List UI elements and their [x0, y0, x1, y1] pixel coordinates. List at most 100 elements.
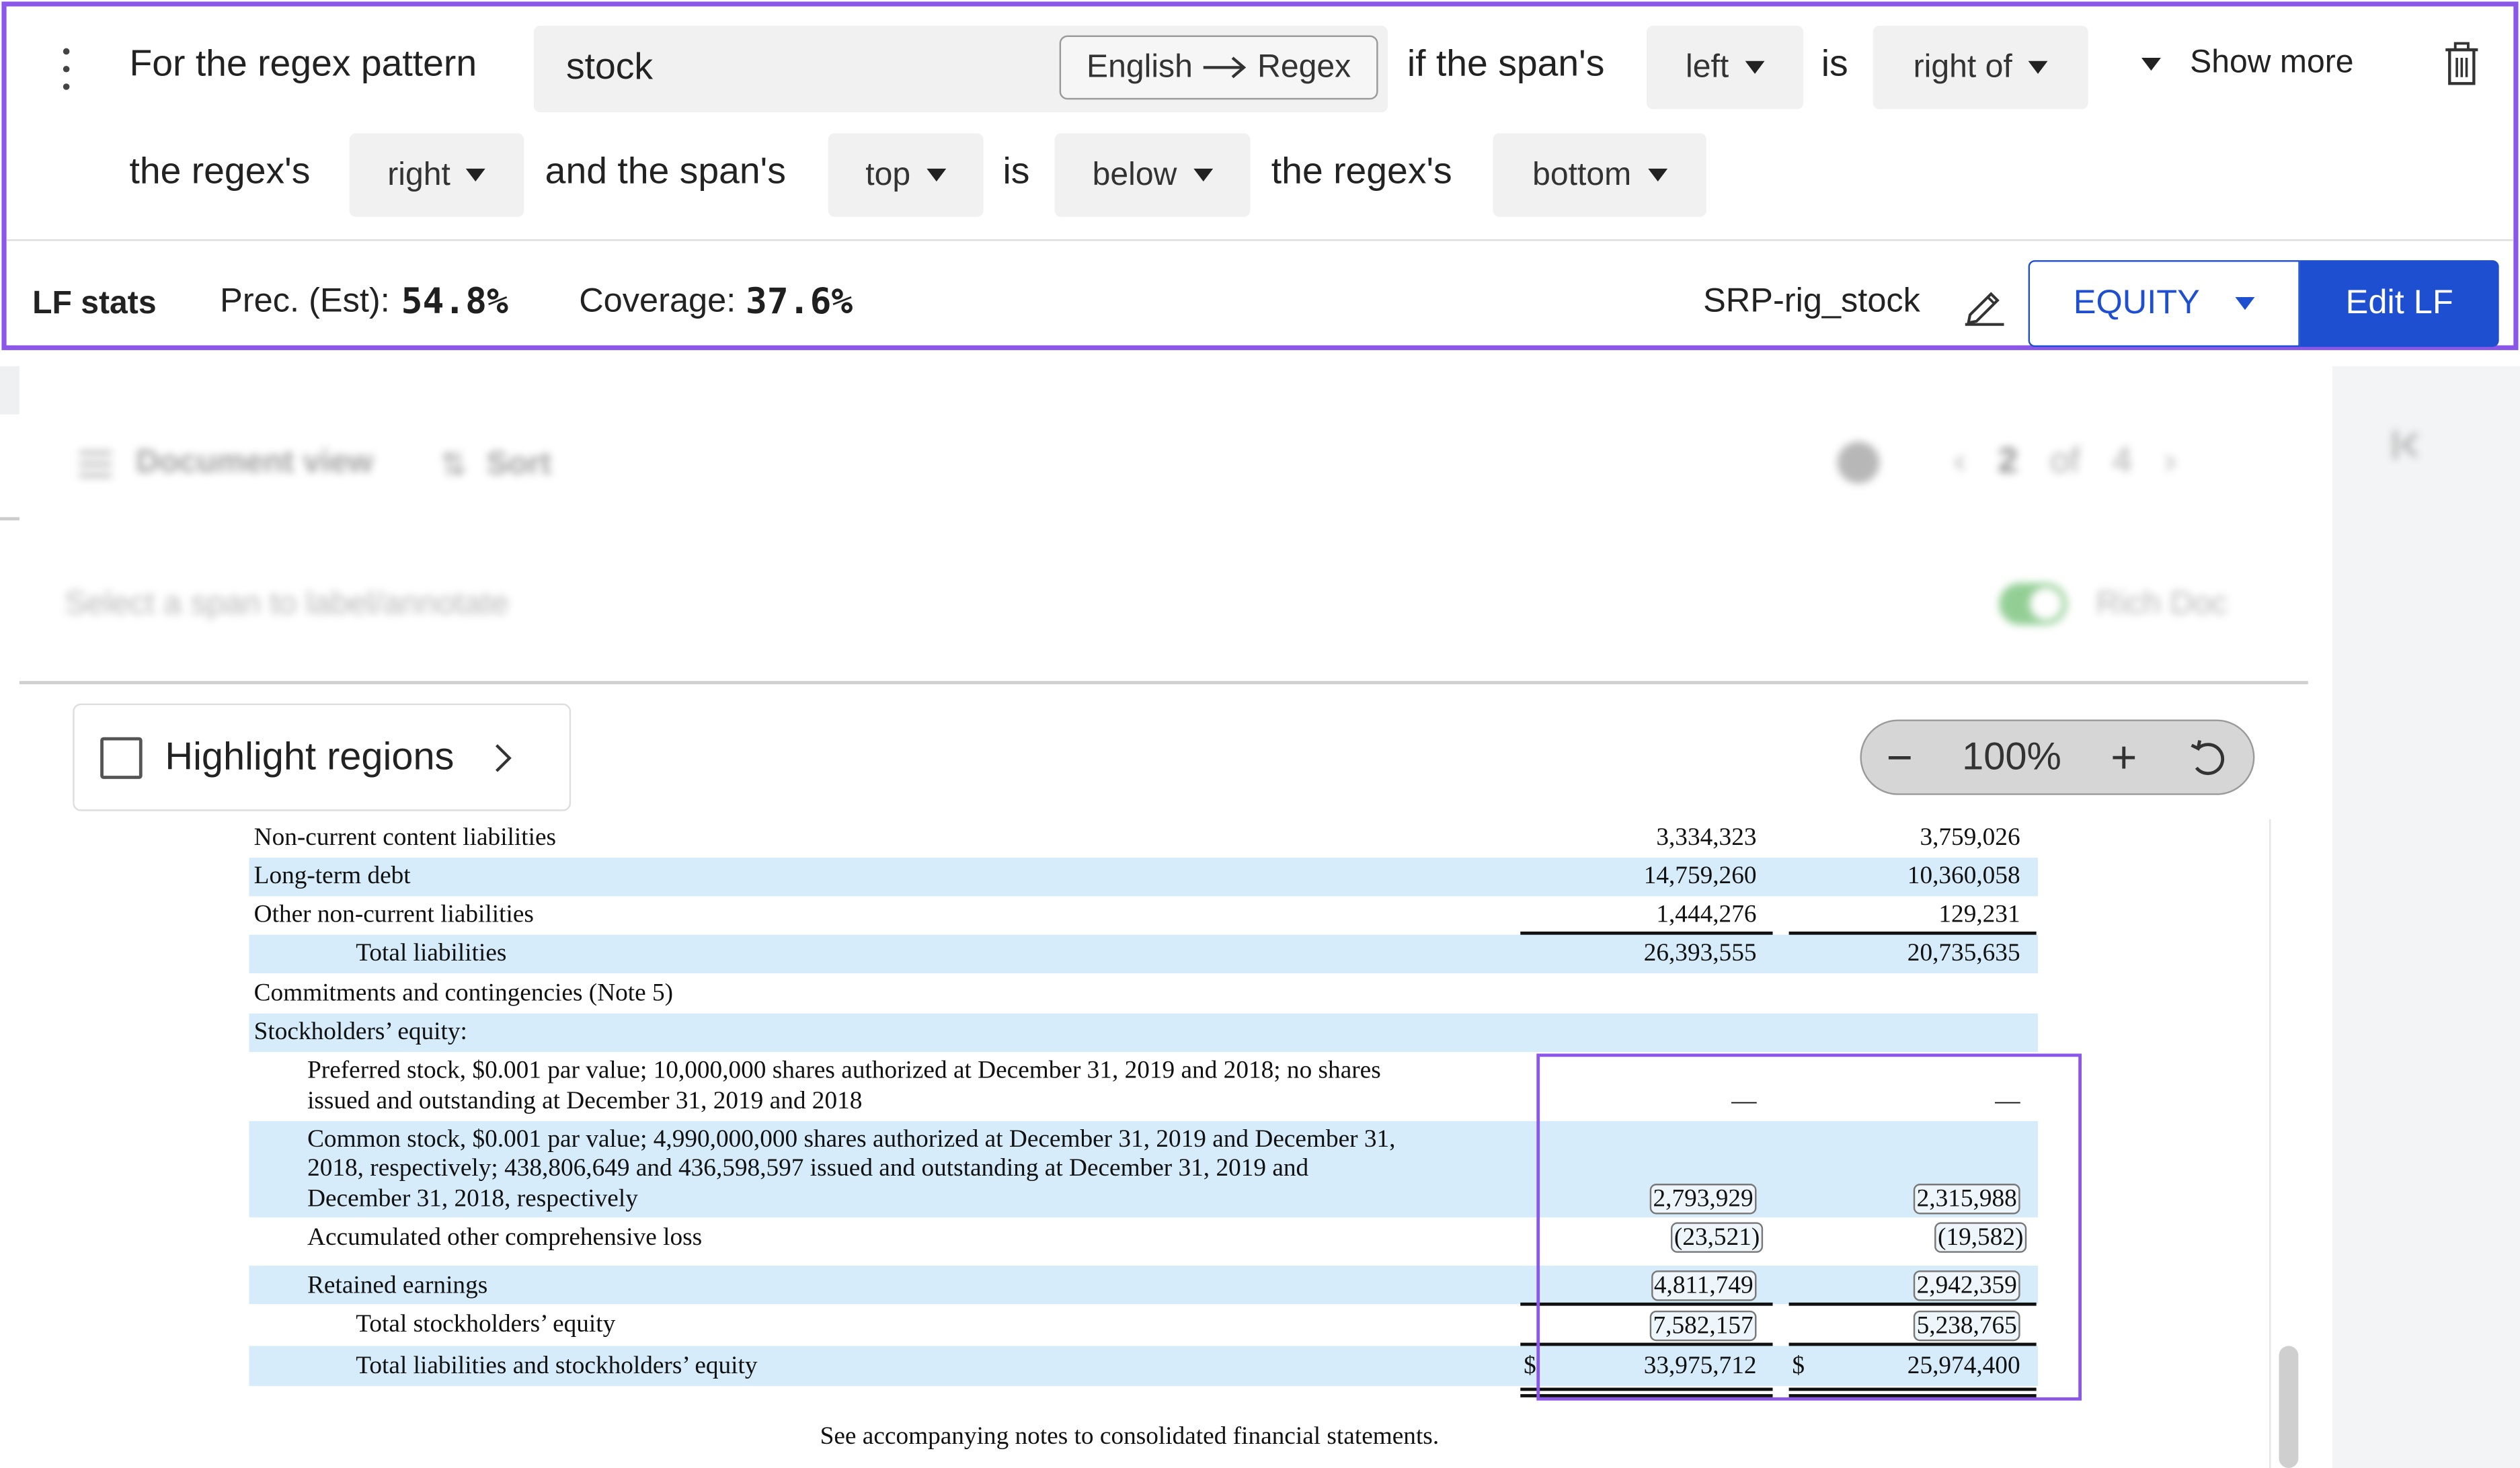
span-side-2-value: top: [865, 156, 911, 192]
zoom-control: − 100% +: [1860, 719, 2255, 795]
table-cell: —: [1731, 1087, 1757, 1115]
label-class-dropdown[interactable]: EQUITY: [2028, 260, 2300, 348]
selected-region-box[interactable]: [1536, 1053, 2082, 1401]
row-band: [249, 1013, 2039, 1053]
regex-match-span[interactable]: 7,582,157: [1649, 1310, 1757, 1342]
total-rule: [1788, 1342, 2037, 1346]
table-cell: 2,315,988: [1794, 1184, 2020, 1215]
chevron-right-icon: [495, 743, 512, 772]
span-side-value: left: [1686, 48, 1729, 85]
table-row-label: Commitments and contingencies (Note 5): [253, 979, 674, 1008]
chevron-down-icon: [466, 168, 486, 182]
prev-page-icon[interactable]: ‹: [1953, 440, 1966, 481]
relation-dropdown-2[interactable]: below: [1054, 133, 1251, 217]
table-row-label: Non-current content liabilities: [253, 823, 557, 852]
document-view-button[interactable]: Document view: [77, 445, 373, 482]
highlight-regions-card[interactable]: Highlight regions: [73, 703, 572, 811]
span-side-dropdown-2[interactable]: top: [828, 133, 984, 217]
sort-button[interactable]: ⇅ Sort: [440, 445, 551, 485]
zoom-in-button[interactable]: +: [2111, 731, 2137, 782]
show-more-button[interactable]: Show more: [2141, 45, 2354, 82]
row-band: [249, 934, 2039, 974]
regex-match-span[interactable]: 4,811,749: [1651, 1270, 1757, 1301]
chevron-down-icon: [2028, 60, 2048, 74]
pagination: ‹ 2 of 4 ›: [1954, 440, 2176, 482]
label-class-value: EQUITY: [2073, 284, 2200, 321]
table-cell: —: [1995, 1087, 2020, 1115]
reset-zoom-icon[interactable]: [2187, 737, 2229, 778]
collapse-panel-icon[interactable]: [2390, 427, 2426, 463]
regex-match-span[interactable]: 5,238,765: [1913, 1310, 2020, 1342]
relation-1-value: right of: [1913, 48, 2012, 85]
regex-match-span[interactable]: (19,582): [1934, 1222, 2027, 1253]
lf-name: SRP-rig_stock: [1703, 282, 1920, 320]
regex-match-span[interactable]: 2,942,359: [1913, 1270, 2020, 1301]
toolbar-divider: [0, 517, 19, 520]
table-row-label: Retained earnings: [307, 1272, 488, 1300]
total-rule: [1788, 1394, 2037, 1397]
more-options-icon[interactable]: [58, 48, 75, 90]
table-cell: 10,360,058: [1907, 862, 2020, 890]
arrow-right-icon: [1204, 56, 1247, 79]
regex-text-2: the regex's: [1271, 149, 1452, 192]
row-band: [249, 1346, 2039, 1387]
regex-side-dropdown-1[interactable]: right: [349, 133, 524, 217]
info-icon[interactable]: [1837, 442, 1880, 484]
table-row-label: Long-term debt: [253, 862, 411, 890]
total-rule: [1788, 1302, 2037, 1305]
regex-side-1-value: right: [387, 156, 450, 192]
if-span-text: if the span's: [1407, 42, 1605, 84]
total-rule: [1520, 931, 1773, 934]
table-row-label: Total stockholders’ equity: [356, 1310, 616, 1338]
regex-label: Regex: [1257, 48, 1351, 85]
table-cell: 7,582,157: [1530, 1310, 1757, 1342]
table-row-label: Common stock, $0.001 par value; 4,990,00…: [307, 1126, 1396, 1153]
currency-symbol: $: [1792, 1352, 1805, 1380]
table-cell: 2,942,359: [1794, 1270, 2020, 1301]
english-label: English: [1087, 48, 1193, 85]
total-rule: [1788, 1387, 2037, 1391]
regex-match-span[interactable]: (23,521): [1671, 1222, 1764, 1253]
sort-label: Sort: [486, 446, 551, 482]
page-current: 2: [1998, 440, 2018, 481]
precision-value: 54.8%: [401, 282, 508, 323]
next-page-icon[interactable]: ›: [2164, 440, 2176, 481]
table-row-label: December 31, 2018, respectively: [307, 1185, 638, 1213]
english-regex-toggle[interactable]: English Regex: [1059, 35, 1378, 100]
table-cell: 33,975,712: [1643, 1352, 1757, 1380]
scrollbar-thumb[interactable]: [2279, 1346, 2299, 1468]
regex-match-span[interactable]: 2,793,929: [1649, 1184, 1757, 1215]
table-row-label: Stockholders’ equity:: [253, 1018, 467, 1046]
total-rule: [1520, 1387, 1773, 1391]
row-band: [249, 857, 2039, 897]
regex-side-dropdown-2[interactable]: bottom: [1493, 133, 1706, 217]
zoom-level: 100%: [1962, 735, 2061, 778]
edit-lf-button[interactable]: Edit LF: [2299, 260, 2499, 348]
table-row-label: Accumulated other comprehensive loss: [307, 1223, 703, 1252]
lf-builder-panel: For the regex pattern stock English Rege…: [1, 1, 2519, 350]
pattern-prefix-text: For the regex pattern: [129, 42, 477, 84]
table-cell: 3,759,026: [1920, 823, 2020, 852]
total-rule: [1520, 1342, 1773, 1346]
zoom-out-button[interactable]: −: [1886, 731, 1913, 782]
table-cell: (23,521): [1536, 1222, 1764, 1253]
span-side-dropdown[interactable]: left: [1646, 26, 1804, 110]
lf-stats-label: LF stats: [32, 286, 157, 321]
chevron-down-icon: [2141, 56, 2161, 70]
relation-dropdown-1[interactable]: right of: [1873, 26, 2088, 110]
rich-doc-toggle[interactable]: [1999, 583, 2068, 625]
table-row-label: issued and outstanding at December 31, 2…: [307, 1087, 863, 1115]
highlight-regions-label: Highlight regions: [165, 735, 455, 778]
pencil-icon[interactable]: [1963, 284, 2006, 326]
page-total: 4: [2112, 440, 2133, 481]
regex-match-span[interactable]: 2,315,988: [1913, 1184, 2020, 1215]
table-cell: 3,334,323: [1656, 823, 1757, 852]
trash-icon[interactable]: [2442, 42, 2481, 87]
table-row-label: Total liabilities: [356, 939, 507, 967]
show-more-label: Show more: [2190, 44, 2354, 81]
document-divider: [19, 681, 2308, 684]
scrollbar-track[interactable]: [2269, 819, 2310, 1468]
regex-side-2-value: bottom: [1532, 156, 1632, 192]
coverage-label: Coverage:: [579, 282, 736, 320]
highlight-regions-checkbox[interactable]: [100, 736, 143, 778]
